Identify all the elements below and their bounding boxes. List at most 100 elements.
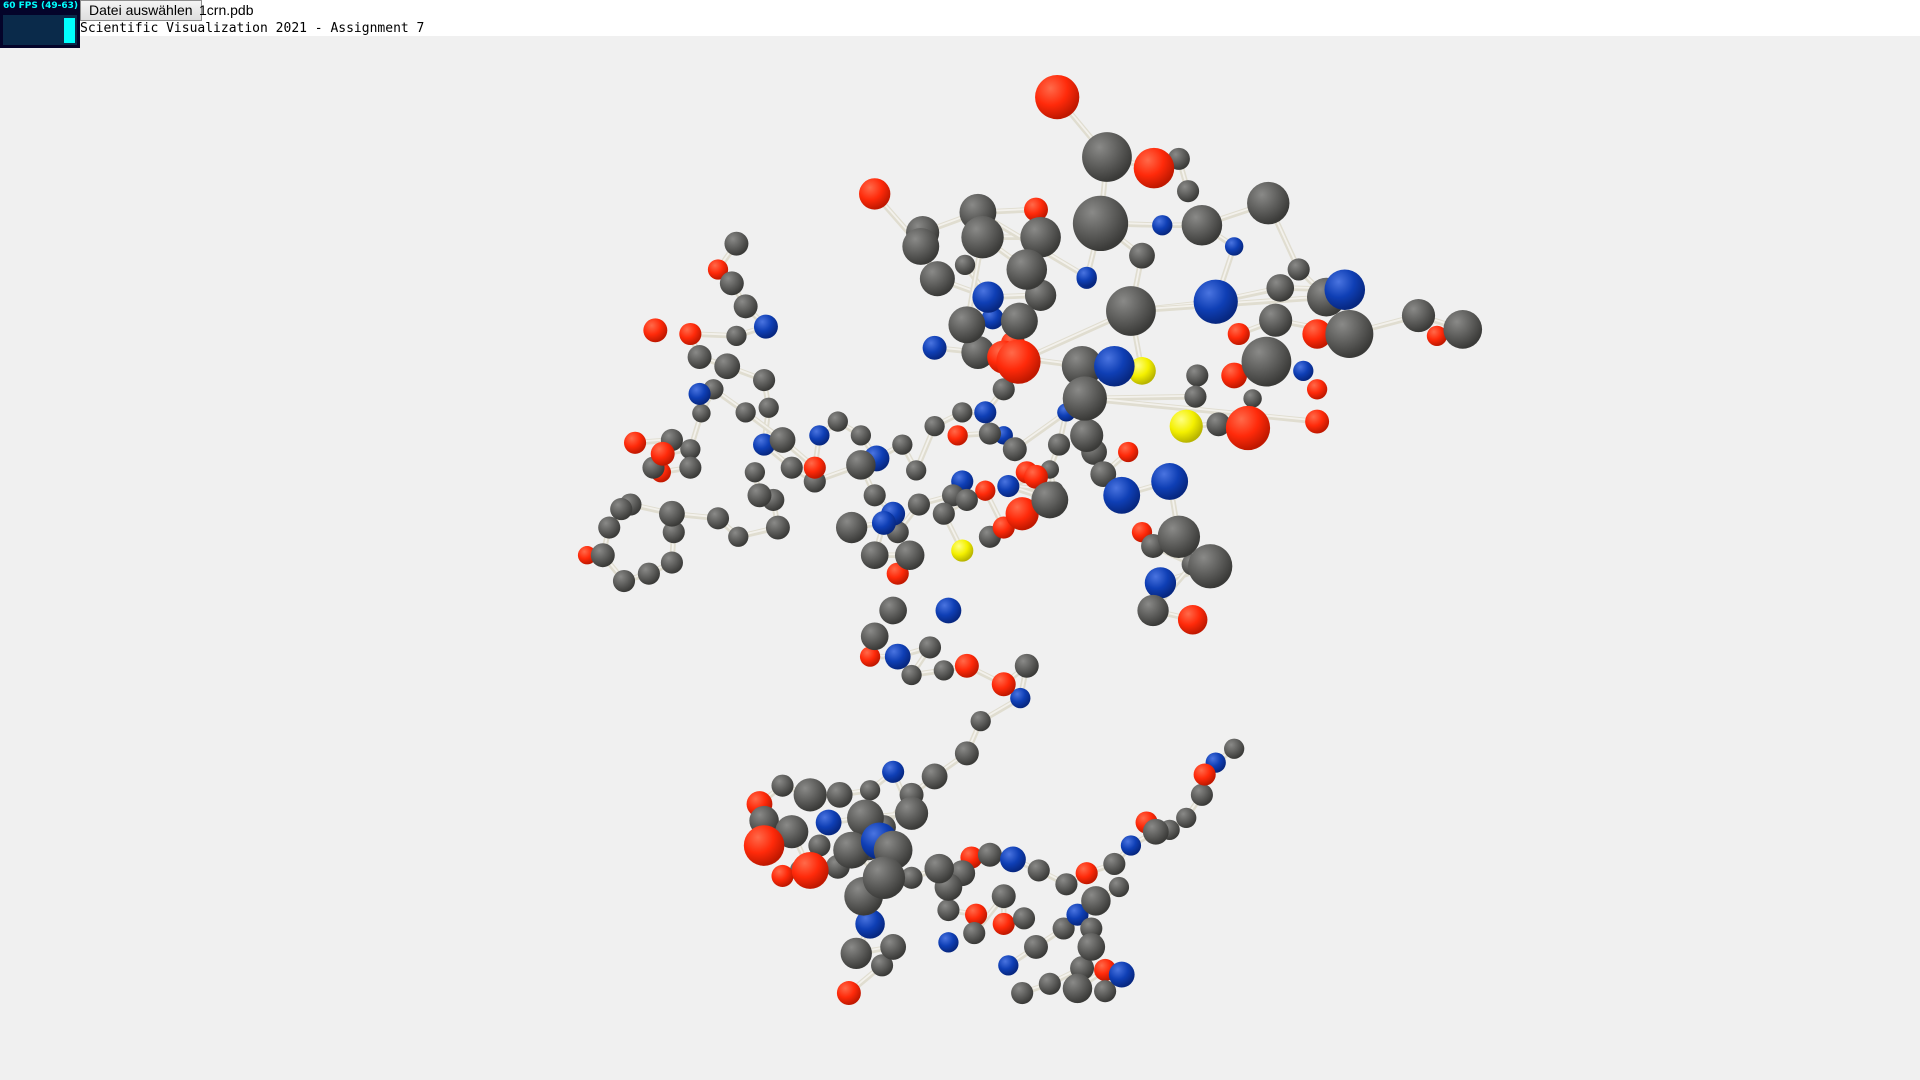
atom-carbon <box>610 498 632 520</box>
atom-carbon <box>1001 303 1038 340</box>
atom-carbon <box>901 665 921 685</box>
atom-oxygen <box>1076 862 1098 884</box>
atom-carbon <box>1191 784 1213 806</box>
atoms-layer <box>578 75 1482 1005</box>
atom-carbon <box>638 563 660 585</box>
atom-nitrogen <box>1109 962 1135 988</box>
atom-nitrogen <box>998 955 1018 975</box>
atom-carbon <box>1176 808 1196 828</box>
atom-carbon <box>591 543 615 567</box>
atom-nitrogen <box>872 511 896 535</box>
selected-file-name: 1crn.pdb <box>199 2 253 18</box>
atom-carbon <box>1103 853 1125 875</box>
atom-carbon <box>1402 299 1435 332</box>
atom-nitrogen <box>1121 835 1141 855</box>
atom-carbon <box>1006 249 1047 290</box>
atom-carbon <box>992 884 1016 908</box>
atom-carbon <box>598 516 620 538</box>
atom-carbon <box>952 402 972 422</box>
atom-carbon <box>906 460 926 480</box>
atom-oxygen <box>771 865 793 887</box>
atom-nitrogen <box>689 383 711 405</box>
atom-carbon <box>1266 274 1294 302</box>
atom-carbon <box>1186 364 1208 386</box>
atom-oxygen <box>1178 605 1207 634</box>
atom-carbon <box>895 797 928 830</box>
atom-oxygen <box>955 654 979 678</box>
atom-carbon <box>1243 389 1261 407</box>
atom-nitrogen <box>882 761 904 783</box>
fps-meter[interactable]: 60 FPS (49-63) <box>0 0 80 48</box>
atom-oxygen <box>992 672 1016 696</box>
atom-carbon <box>978 843 1002 867</box>
page-subtitle: Scientific Visualization 2021 - Assignme… <box>80 21 424 36</box>
atom-carbon <box>863 857 905 899</box>
atom-oxygen <box>948 425 968 445</box>
atom-carbon <box>1011 982 1033 1004</box>
atom-oxygen <box>1305 410 1329 434</box>
atom-carbon <box>766 516 790 540</box>
atom-carbon <box>680 439 700 459</box>
atom-carbon <box>846 450 875 479</box>
atom-oxygen <box>792 852 829 889</box>
atom-carbon <box>1039 973 1061 995</box>
atom-carbon <box>1288 258 1310 280</box>
atom-carbon <box>961 216 1003 258</box>
atom-carbon <box>924 416 944 436</box>
atom-carbon <box>1063 376 1107 420</box>
atom-oxygen <box>1118 442 1138 462</box>
atom-nitrogen <box>936 598 962 624</box>
atom-nitrogen <box>1225 237 1243 255</box>
atom-carbon <box>919 636 941 658</box>
atom-carbon <box>955 255 975 275</box>
molecule-viewport[interactable] <box>0 36 1920 1080</box>
atom-carbon <box>745 462 765 482</box>
atom-carbon <box>937 899 959 921</box>
atom-oxygen <box>1226 406 1270 450</box>
fps-graph-bar <box>64 18 75 43</box>
atom-carbon <box>1109 877 1129 897</box>
atom-sulfur <box>951 540 973 562</box>
atom-carbon <box>902 228 939 265</box>
atom-carbon <box>728 527 748 547</box>
atom-carbon <box>836 512 867 543</box>
atom-carbon <box>734 294 758 318</box>
atom-oxygen <box>1194 764 1216 786</box>
atom-oxygen <box>651 442 675 466</box>
atom-oxygen <box>1228 323 1250 345</box>
atom-nitrogen <box>923 336 947 360</box>
atom-carbon <box>1024 935 1048 959</box>
atom-nitrogen <box>1324 269 1365 310</box>
fps-graph <box>3 15 77 45</box>
atom-carbon <box>827 782 853 808</box>
atom-nitrogen <box>938 932 958 952</box>
atom-carbon <box>922 764 948 790</box>
atom-nitrogen <box>1194 280 1238 324</box>
atom-carbon <box>895 540 924 569</box>
atom-nitrogen <box>809 425 829 445</box>
atom-carbon <box>679 457 701 479</box>
atom-carbon <box>892 434 912 454</box>
atom-nitrogen <box>754 315 778 339</box>
atom-oxygen <box>859 178 890 209</box>
atom-carbon <box>707 507 729 529</box>
atom-carbon <box>1106 286 1156 336</box>
atom-carbon <box>692 404 710 422</box>
atom-carbon <box>971 711 991 731</box>
atom-carbon <box>613 570 635 592</box>
atom-nitrogen <box>1151 463 1188 500</box>
atom-carbon <box>726 326 746 346</box>
atom-carbon <box>1259 304 1292 337</box>
atom-carbon <box>1013 907 1035 929</box>
atom-carbon <box>753 369 775 391</box>
atom-carbon <box>1070 419 1103 452</box>
atom-carbon <box>714 353 740 379</box>
atom-oxygen <box>1035 75 1079 119</box>
choose-file-button[interactable]: Datei auswählen <box>80 0 202 21</box>
atom-carbon <box>720 271 744 295</box>
atom-carbon <box>771 775 793 797</box>
atom-nitrogen <box>972 281 1003 312</box>
atom-carbon <box>948 306 985 343</box>
atom-nitrogen <box>974 401 996 423</box>
atom-carbon <box>861 622 889 650</box>
